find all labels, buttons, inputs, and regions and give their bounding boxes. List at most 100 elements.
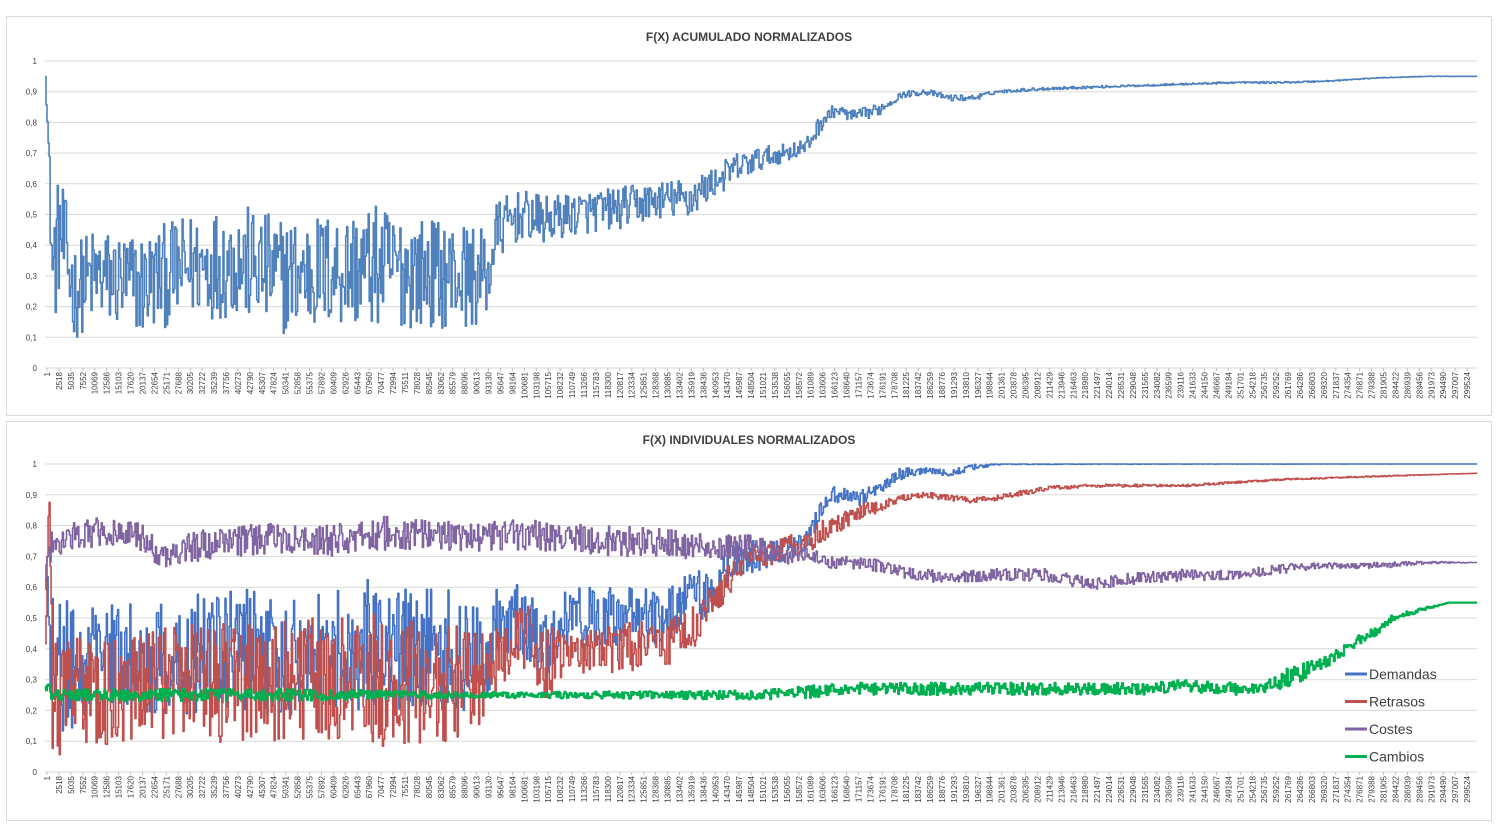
x-tick-label: 35239 [210, 371, 219, 394]
x-tick-label: 166123 [831, 775, 840, 802]
x-tick-label: 203878 [1010, 371, 1019, 398]
series-line-costes [45, 515, 1477, 590]
x-tick-label: 20137 [138, 371, 147, 394]
x-tick-label: 138436 [699, 775, 708, 802]
x-tick-label: 259252 [1272, 775, 1281, 802]
x-tick-label: 37756 [222, 371, 231, 394]
y-tick-label: 0,8 [26, 118, 38, 127]
x-tick-label: 110749 [568, 775, 577, 802]
x-tick-label: 176191 [878, 371, 887, 398]
x-tick-label: 130885 [664, 775, 673, 802]
x-tick-label: 90613 [473, 371, 482, 394]
x-tick-label: 256735 [1260, 371, 1269, 398]
x-tick-label: 299524 [1463, 371, 1472, 398]
y-tick-label: 0,7 [26, 552, 38, 561]
x-tick-label: 281905 [1380, 775, 1389, 802]
x-tick-label: 62926 [341, 775, 350, 798]
x-tick-label: 108232 [556, 775, 565, 802]
x-tick-label: 125851 [640, 775, 649, 802]
x-tick-label: 181225 [902, 371, 911, 398]
x-tick-label: 236599 [1165, 775, 1174, 802]
x-tick-label: 261769 [1284, 775, 1293, 802]
x-tick-label: 20137 [138, 775, 147, 798]
legend-label: Retrasos [1369, 694, 1425, 710]
y-tick-label: 0,4 [26, 645, 38, 654]
x-tick-label: 269320 [1320, 775, 1329, 802]
x-tick-label: 281905 [1380, 371, 1389, 398]
legend-label: Costes [1369, 721, 1413, 737]
x-tick-label: 105715 [544, 371, 553, 398]
x-tick-label: 128368 [652, 371, 661, 398]
x-tick-label: 203878 [1010, 775, 1019, 802]
x-tick-label: 52858 [294, 775, 303, 798]
series-line-demandas [45, 463, 1477, 732]
x-tick-label: 95647 [496, 371, 505, 394]
x-tick-label: 52858 [294, 371, 303, 394]
x-tick-label: 279388 [1368, 371, 1377, 398]
x-tick-label: 25171 [162, 775, 171, 798]
series-line-retrasos [45, 472, 1478, 756]
x-tick-label: 133402 [675, 775, 684, 802]
x-tick-label: 35239 [210, 775, 219, 798]
x-tick-label: 218980 [1081, 775, 1090, 802]
x-tick-label: 100681 [520, 775, 529, 802]
x-tick-label: 249184 [1224, 371, 1233, 398]
x-tick-label: 264286 [1296, 775, 1305, 802]
x-tick-label: 60409 [329, 371, 338, 394]
x-tick-label: 198844 [986, 371, 995, 398]
x-tick-label: 78028 [413, 775, 422, 798]
x-tick-label: 218980 [1081, 371, 1090, 398]
x-tick-label: 171157 [854, 371, 863, 398]
x-tick-label: 224014 [1105, 371, 1114, 398]
x-tick-label: 239116 [1177, 371, 1186, 398]
x-tick-label: 256735 [1260, 775, 1269, 802]
x-tick-label: 206395 [1022, 371, 1031, 398]
x-tick-label: 27688 [174, 371, 183, 394]
x-tick-label: 168640 [843, 775, 852, 802]
x-tick-label: 103198 [532, 775, 541, 802]
x-tick-label: 178708 [890, 371, 899, 398]
x-tick-label: 140953 [711, 371, 720, 398]
x-tick-label: 143470 [723, 775, 732, 802]
x-tick-label: 266803 [1308, 371, 1317, 398]
x-tick-label: 40273 [234, 775, 243, 798]
x-tick-label: 271837 [1332, 775, 1341, 802]
y-tick-label: 0 [33, 768, 38, 777]
x-tick-label: 188776 [938, 371, 947, 398]
x-tick-label: 181225 [902, 775, 911, 802]
x-tick-label: 1 [43, 775, 52, 780]
x-tick-label: 294490 [1439, 775, 1448, 802]
x-tick-label: 143470 [723, 371, 732, 398]
x-tick-label: 22654 [150, 371, 159, 394]
x-tick-label: 85579 [449, 371, 458, 394]
x-tick-label: 231565 [1141, 775, 1150, 802]
x-tick-label: 259252 [1272, 371, 1281, 398]
x-tick-label: 221497 [1093, 775, 1102, 802]
x-tick-label: 239116 [1177, 775, 1186, 802]
y-tick-label: 0,7 [26, 149, 38, 158]
y-tick-label: 0,6 [26, 583, 38, 592]
x-tick-label: 1 [43, 371, 52, 376]
x-tick-label: 266803 [1308, 775, 1317, 802]
x-tick-label: 140953 [711, 775, 720, 802]
x-tick-label: 231565 [1141, 371, 1150, 398]
x-tick-label: 289456 [1415, 775, 1424, 802]
chart-panel-individual: F(X) INDIVIDUALES NORMALIZADOS 0 0,1 0,2 0,… [6, 421, 1492, 821]
x-tick-label: 110749 [568, 371, 577, 398]
x-tick-label: 206395 [1022, 775, 1031, 802]
x-tick-label: 291973 [1427, 371, 1436, 398]
x-tick-label: 90613 [473, 775, 482, 798]
x-tick-label: 151021 [759, 371, 768, 398]
chart-panel-accumulated: F(X) ACUMULADO NORMALIZADOS 0 0,1 0,2 0,3 0,… [6, 16, 1492, 416]
x-tick-label: 55375 [306, 371, 315, 394]
x-tick-label: 271837 [1332, 371, 1341, 398]
y-tick-label: 0,8 [26, 522, 38, 531]
series-line-cambios [44, 601, 1478, 703]
x-tick-label: 50341 [282, 775, 291, 798]
x-tick-label: 42790 [246, 371, 255, 394]
x-tick-label: 229048 [1129, 371, 1138, 398]
y-tick-label: 0,6 [26, 180, 38, 189]
x-tick-label: 118300 [604, 775, 613, 802]
x-tick-label: 115783 [592, 371, 601, 398]
x-tick-label: 249184 [1224, 775, 1233, 802]
